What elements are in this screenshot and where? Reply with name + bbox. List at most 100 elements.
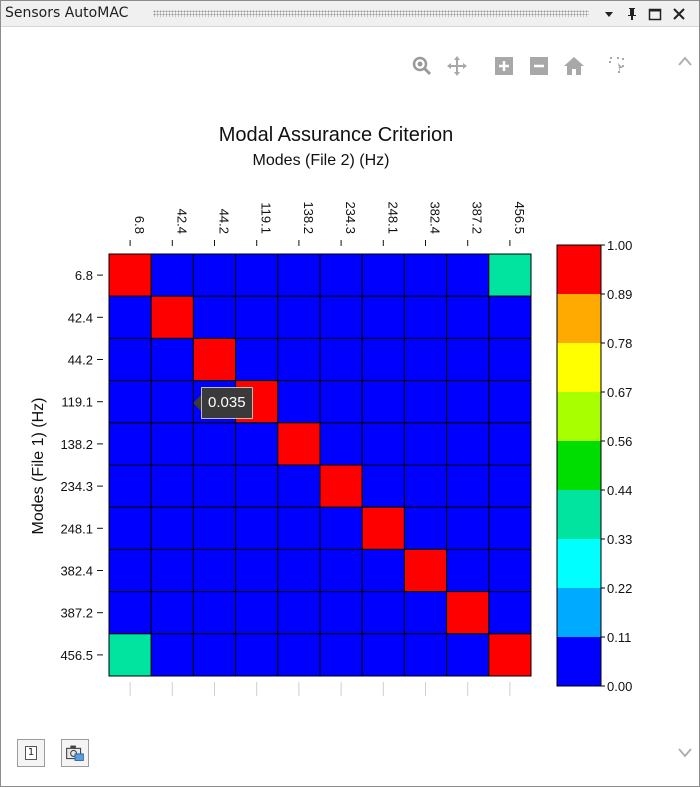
heatmap-cell[interactable] (319, 633, 363, 677)
maximize-icon[interactable] (647, 6, 663, 22)
heatmap-cell[interactable] (319, 253, 363, 297)
heatmap-cell[interactable] (108, 295, 152, 339)
heatmap-cell[interactable] (446, 337, 490, 382)
heatmap-cell[interactable] (319, 422, 363, 466)
heatmap-cell[interactable] (277, 253, 321, 297)
heatmap-cell[interactable] (488, 337, 532, 382)
heatmap-cell[interactable] (446, 633, 490, 677)
heatmap-cell[interactable] (108, 337, 152, 382)
heatmap-cell[interactable] (192, 506, 237, 550)
heatmap-cell[interactable] (361, 591, 405, 635)
heatmap-cell[interactable] (150, 295, 194, 339)
heatmap-cell[interactable] (277, 422, 321, 466)
heatmap-cell[interactable] (361, 253, 405, 297)
heatmap-cell[interactable] (235, 633, 279, 677)
heatmap-cell[interactable] (446, 591, 490, 635)
dropdown-icon[interactable] (601, 6, 617, 22)
heatmap-cell[interactable] (235, 422, 279, 466)
heatmap-cell[interactable] (150, 422, 194, 466)
heatmap-cell[interactable] (277, 337, 321, 382)
heatmap-cell[interactable] (319, 295, 363, 339)
heatmap-cell[interactable] (488, 548, 532, 593)
heatmap-cell[interactable] (192, 295, 237, 339)
heatmap-cell[interactable] (319, 380, 363, 424)
heatmap-cell[interactable] (488, 633, 532, 677)
zoom-icon[interactable] (411, 55, 433, 77)
heatmap-cell[interactable] (277, 380, 321, 424)
heatmap-cell[interactable] (319, 464, 363, 508)
heatmap-cell[interactable] (361, 337, 405, 382)
pan-icon[interactable] (446, 55, 468, 77)
heatmap-cell[interactable] (403, 380, 448, 424)
heatmap-cell[interactable] (488, 380, 532, 424)
heatmap-cell[interactable] (192, 591, 237, 635)
heatmap-cell[interactable] (488, 464, 532, 508)
heatmap-cell[interactable] (150, 380, 194, 424)
titlebar-grip[interactable] (153, 10, 589, 17)
heatmap-cell[interactable] (361, 633, 405, 677)
heatmap-cell[interactable] (488, 591, 532, 635)
heatmap-cell[interactable] (446, 295, 490, 339)
heatmap-cell[interactable] (403, 548, 448, 593)
heatmap-cell[interactable] (277, 548, 321, 593)
zoom-out-icon[interactable] (528, 55, 550, 77)
home-icon[interactable] (563, 55, 585, 77)
heatmap-cell[interactable] (361, 548, 405, 593)
heatmap-cell[interactable] (108, 591, 152, 635)
heatmap-cell[interactable] (150, 506, 194, 550)
heatmap-cell[interactable] (361, 380, 405, 424)
heatmap-cell[interactable] (150, 633, 194, 677)
heatmap-cell[interactable] (277, 633, 321, 677)
heatmap-cell[interactable] (361, 295, 405, 339)
heatmap-cell[interactable] (150, 548, 194, 593)
close-icon[interactable] (671, 6, 687, 22)
heatmap-cell[interactable] (446, 380, 490, 424)
heatmap-cell[interactable] (235, 548, 279, 593)
heatmap-cell[interactable] (108, 548, 152, 593)
heatmap-cell[interactable] (277, 295, 321, 339)
heatmap-cell[interactable] (319, 548, 363, 593)
heatmap-cell[interactable] (150, 337, 194, 382)
heatmap-cell[interactable] (108, 464, 152, 508)
heatmap-cell[interactable] (319, 591, 363, 635)
scroll-up-icon[interactable] (677, 55, 693, 67)
heatmap-cell[interactable] (192, 464, 237, 508)
pin-icon[interactable] (624, 6, 640, 22)
heatmap-cell[interactable] (446, 548, 490, 593)
heatmap-cell[interactable] (192, 253, 237, 297)
heatmap-cell[interactable] (403, 295, 448, 339)
heatmap-cell[interactable] (446, 506, 490, 550)
heatmap-cell[interactable] (108, 253, 152, 297)
heatmap-cell[interactable] (403, 253, 448, 297)
heatmap-cell[interactable] (446, 253, 490, 297)
heatmap-cell[interactable] (488, 506, 532, 550)
zoom-in-icon[interactable] (493, 55, 515, 77)
heatmap-cell[interactable] (235, 591, 279, 635)
scroll-down-icon[interactable] (677, 747, 693, 759)
heatmap-cell[interactable] (488, 295, 532, 339)
heatmap-cell[interactable] (235, 506, 279, 550)
heatmap-cell[interactable] (361, 506, 405, 550)
snapshot-button[interactable] (61, 739, 89, 767)
heatmap-cell[interactable] (403, 337, 448, 382)
heatmap-cell[interactable] (361, 422, 405, 466)
heatmap-cell[interactable] (108, 380, 152, 424)
select-icon[interactable] (606, 55, 628, 77)
heatmap-cell[interactable] (403, 506, 448, 550)
heatmap-cell[interactable] (108, 422, 152, 466)
heatmap-cell[interactable] (235, 464, 279, 508)
heatmap-cell[interactable] (150, 253, 194, 297)
heatmap-cell[interactable] (235, 295, 279, 339)
heatmap-cell[interactable] (403, 633, 448, 677)
heatmap-cell[interactable] (235, 253, 279, 297)
heatmap-cell[interactable] (361, 464, 405, 508)
heatmap-cell[interactable] (319, 506, 363, 550)
heatmap-cell[interactable] (277, 506, 321, 550)
heatmap-cell[interactable] (446, 464, 490, 508)
heatmap-cell[interactable] (150, 591, 194, 635)
heatmap-cell[interactable] (277, 591, 321, 635)
heatmap-cell[interactable] (235, 337, 279, 382)
heatmap-cell[interactable] (108, 633, 152, 677)
heatmap-cell[interactable] (446, 422, 490, 466)
heatmap-cell[interactable] (403, 464, 448, 508)
